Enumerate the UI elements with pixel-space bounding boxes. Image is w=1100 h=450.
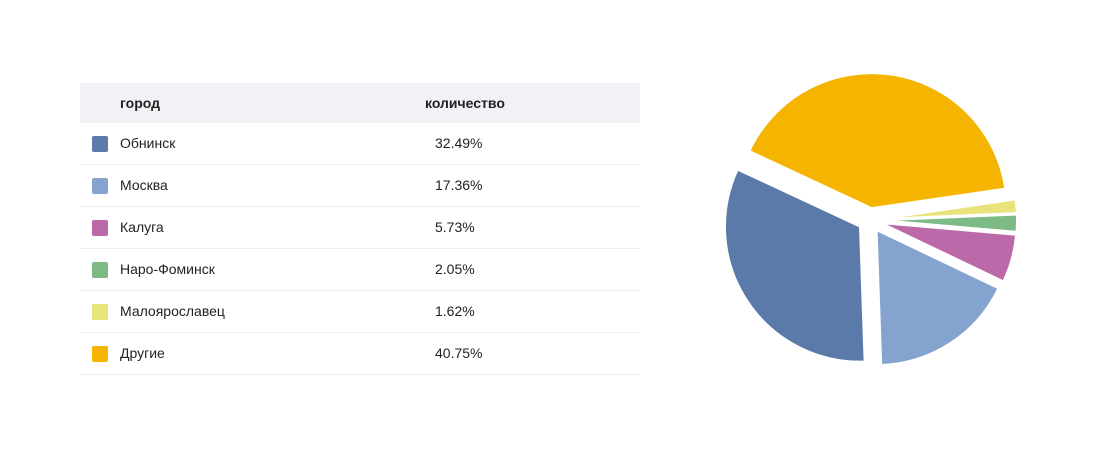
legend-swatch <box>92 178 108 194</box>
pie-slice-3 <box>881 213 1018 233</box>
pie-slice-4 <box>881 198 1018 220</box>
city-value: 40.75% <box>435 345 483 361</box>
table-row: Москва 17.36% <box>80 165 640 207</box>
legend-swatch <box>92 262 108 278</box>
city-name: Наро-Фоминск <box>120 261 215 277</box>
city-value: 17.36% <box>435 177 483 193</box>
table-row: Малоярославец 1.62% <box>80 291 640 333</box>
table-row: Обнинск 32.49% <box>80 123 640 165</box>
city-name: Другие <box>120 345 165 361</box>
table-row: Калуга 5.73% <box>80 207 640 249</box>
city-name: Малоярославец <box>120 303 225 319</box>
city-name: Москва <box>120 177 168 193</box>
table-row: Наро-Фоминск 2.05% <box>80 249 640 291</box>
legend-swatch <box>92 220 108 236</box>
pie-chart <box>724 72 1018 366</box>
pie-slice-1 <box>875 228 1000 366</box>
city-value: 2.05% <box>435 261 475 277</box>
city-name: Обнинск <box>120 135 176 151</box>
header-city: город <box>120 95 161 111</box>
city-value: 1.62% <box>435 303 475 319</box>
legend-swatch <box>92 304 108 320</box>
table-body: Обнинск 32.49% Москва 17.36% Калуга 5.73% Наро… <box>80 123 640 375</box>
legend-swatch <box>92 136 108 152</box>
pie-slice-5 <box>748 72 1007 210</box>
city-value: 5.73% <box>435 219 475 235</box>
city-value: 32.49% <box>435 135 483 151</box>
city-name: Калуга <box>120 219 164 235</box>
legend-swatch <box>92 346 108 362</box>
header-count: количество <box>425 95 505 111</box>
pie-slice-0 <box>724 168 866 363</box>
pie-slice-2 <box>881 222 1018 283</box>
table-header: город количество <box>80 83 640 123</box>
city-table: город количество Обнинск 32.49% Москва 17.3… <box>80 83 640 375</box>
table-row: Другие 40.75% <box>80 333 640 375</box>
